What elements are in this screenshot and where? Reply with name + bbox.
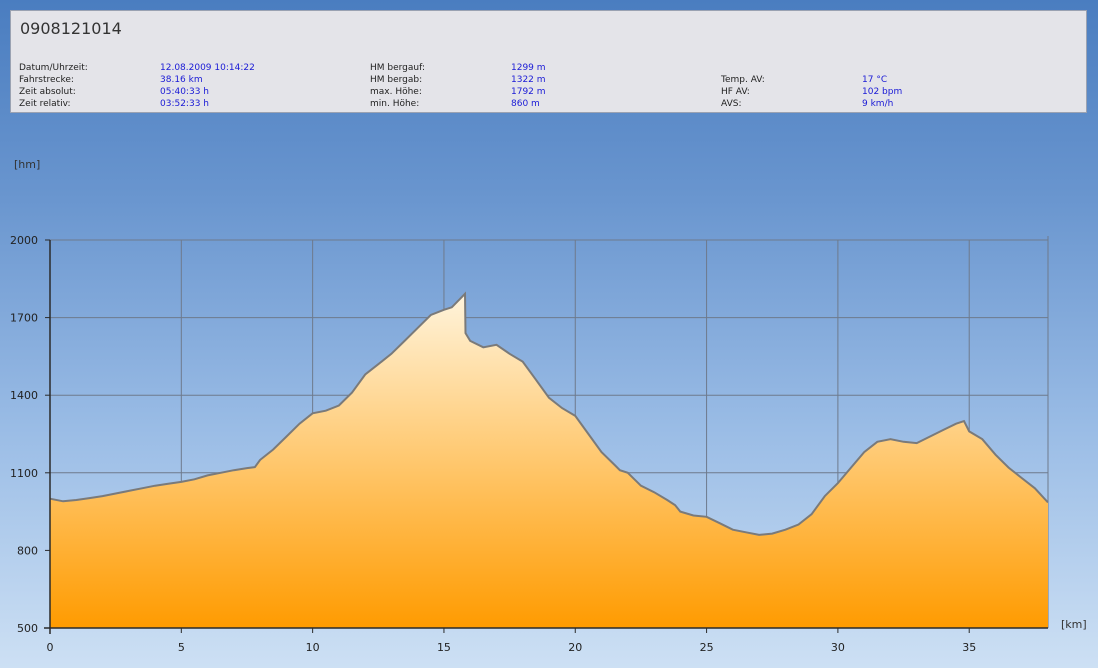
stat-value-time-rel: 03:52:33 h: [160, 98, 209, 110]
stat-row-ascent: HM bergauf:: [370, 62, 425, 74]
x-tick-label: 5: [178, 641, 185, 654]
stat-row-time-abs: Zeit absolut:: [19, 86, 76, 98]
x-tick-label: 35: [962, 641, 976, 654]
stat-value: 1299 m: [511, 63, 546, 73]
elevation-line: [49, 291, 1049, 536]
stat-row-descent: HM bergab:: [370, 74, 422, 86]
stat-value: 860 m: [511, 99, 540, 109]
x-axis-unit: [km]: [1061, 618, 1087, 631]
y-tick-label: 800: [17, 544, 38, 557]
stat-row-avs: AVS:: [721, 98, 741, 110]
stat-value: 102 bpm: [862, 87, 903, 97]
stat-value-distance: 38.16 km: [160, 74, 203, 86]
chart-axes: [44, 239, 1048, 634]
stat-label: Zeit absolut:: [19, 87, 76, 97]
stat-value-max-alt: 1792 m: [511, 86, 546, 98]
x-tick-label: 15: [437, 641, 451, 654]
stat-value: 03:52:33 h: [160, 99, 209, 109]
stat-row-distance: Fahrstrecke:: [19, 74, 74, 86]
stat-label: min. Höhe:: [370, 99, 420, 109]
stat-label: max. Höhe:: [370, 87, 422, 97]
y-tick-label: 1400: [10, 389, 38, 402]
stat-value-time-abs: 05:40:33 h: [160, 86, 209, 98]
stat-value: 05:40:33 h: [160, 87, 209, 97]
stat-value-temp: 17 °C: [862, 74, 887, 86]
stat-label: Fahrstrecke:: [19, 75, 74, 85]
stat-label: HF AV:: [721, 87, 750, 97]
stat-value: 1322 m: [511, 75, 546, 85]
x-tick-label: 30: [831, 641, 845, 654]
stat-label: HM bergab:: [370, 75, 423, 85]
x-tick-label: 25: [700, 641, 714, 654]
y-tick-label: 1700: [10, 312, 38, 325]
y-tick-label: 2000: [10, 234, 38, 247]
x-tick-label: 20: [568, 641, 582, 654]
stat-value-min-alt: 860 m: [511, 98, 540, 110]
stat-value: 17 °C: [862, 75, 888, 85]
stat-row-min-alt: min. Höhe:: [370, 98, 419, 110]
stat-value: 1792 m: [511, 87, 546, 97]
stat-value-date: 12.08.2009 10:14:22: [160, 62, 255, 74]
y-tick-label: 1100: [10, 467, 38, 480]
x-tick-label: 0: [47, 641, 54, 654]
stat-label: HM bergauf:: [370, 63, 425, 73]
y-axis-unit: [hm]: [14, 158, 40, 171]
y-tick-label: 500: [17, 622, 38, 635]
stat-row-max-alt: max. Höhe:: [370, 86, 422, 98]
x-tick-label: 10: [306, 641, 320, 654]
stat-value-ascent: 1299 m: [511, 62, 546, 74]
stat-row-date: Datum/Uhrzeit:: [19, 62, 88, 74]
stat-value-hr: 102 bpm: [862, 86, 902, 98]
info-panel: 0908121014 Datum/Uhrzeit: 12.08.2009 10:…: [10, 10, 1087, 113]
stat-row-hr: HF AV:: [721, 86, 750, 98]
stat-value: 9 km/h: [862, 99, 894, 109]
stat-value: 38.16 km: [160, 75, 203, 85]
stat-row-time-rel: Zeit relativ:: [19, 98, 71, 110]
stat-label: Temp. AV:: [721, 75, 765, 85]
ride-title: 0908121014: [20, 19, 122, 38]
elevation-area: [50, 293, 1048, 628]
stat-label: Datum/Uhrzeit:: [19, 63, 88, 73]
tick-labels: 500 800 1100 1400 1700 2000 0 5 10 15 20 25 30 35: [10, 234, 976, 654]
stat-value: 12.08.2009 10:14:22: [160, 63, 255, 73]
stat-label: AVS:: [721, 99, 742, 109]
stat-label: Zeit relativ:: [19, 99, 71, 109]
stat-row-temp: Temp. AV:: [721, 74, 765, 86]
stat-value-descent: 1322 m: [511, 74, 546, 86]
stat-value-avs: 9 km/h: [862, 98, 893, 110]
